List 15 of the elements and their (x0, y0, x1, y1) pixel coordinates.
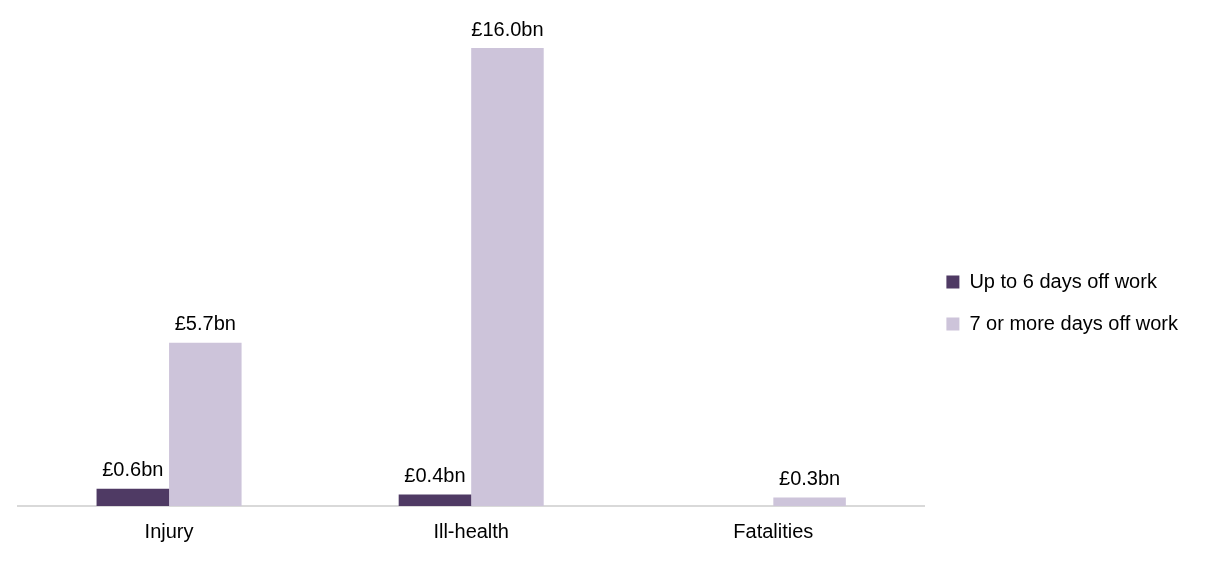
bar (773, 497, 846, 506)
bar (471, 48, 544, 506)
data-label: £16.0bn (471, 17, 544, 40)
bar (169, 342, 242, 506)
x-tick-label: Fatalities (733, 519, 814, 542)
data-label: £0.4bn (404, 464, 466, 487)
data-label: £0.3bn (779, 466, 841, 489)
legend-label: Up to 6 days off work (969, 269, 1158, 292)
data-label: £5.7bn (174, 312, 236, 335)
data-label: £0.6bn (102, 458, 164, 481)
legend-label: 7 or more days off work (969, 311, 1179, 334)
x-tick-label: Injury (144, 519, 194, 542)
bar (96, 488, 170, 506)
bar (398, 494, 472, 506)
x-tick-label: Ill-health (433, 519, 509, 542)
